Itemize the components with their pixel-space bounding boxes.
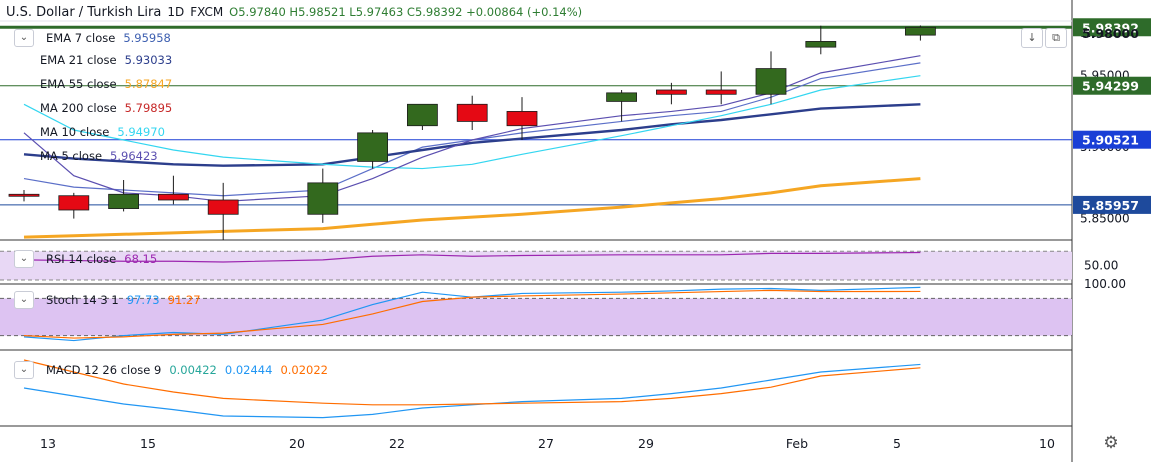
candle-body [207,199,239,215]
legend-value: 5.94970 [117,125,165,139]
stoch-tick-label: 100.00 [1084,277,1126,291]
stoch-label: Stoch 14 3 1 [46,293,119,307]
rsi-label: RSI 14 close [46,252,117,266]
macd-label: MACD 12 26 close 9 [46,363,162,377]
maximize-icon[interactable]: ⧉ [1045,28,1067,48]
ohlc-values: O5.97840 H5.98521 L5.97463 C5.98392 +0.0… [229,5,583,19]
legend-label: EMA 21 close [40,53,117,67]
legend-value: 5.96423 [110,149,158,163]
rsi-line [23,251,921,263]
candle-body [357,132,389,162]
candle-body [656,89,687,95]
candle-body [456,103,488,122]
interval-label[interactable]: 1D [167,5,185,19]
rsi-legend: ⌄ RSI 14 close 68.15 [14,250,157,268]
macd-line-value: 0.02444 [224,363,273,377]
price-label: 5.98000 [1082,26,1139,41]
source-label: FXCM [190,5,224,19]
stoch-band [0,298,1072,336]
time-axis-label: 5 [893,436,901,451]
time-axis-label: 15 [140,436,156,451]
price-tick-label: 5.85000 [1080,212,1130,226]
ma-line [23,55,921,203]
candle-body [58,195,90,211]
price-label: 5.98392 [1082,20,1139,35]
time-axis-label: Feb [786,436,808,451]
price-label: 5.85957 [1082,198,1139,213]
legend-row: ⌄ EMA 7 close 5.95958 [14,29,171,47]
stoch-k-line [23,286,921,342]
legend-label: MA 200 close [40,101,117,115]
stoch-d-value: 91.27 [167,293,201,307]
chevron-down-icon[interactable]: ⌄ [14,361,34,379]
price-label: 5.90521 [1082,133,1139,148]
legend-value: 5.87847 [124,77,173,91]
legend-label: EMA 55 close [40,77,117,91]
stoch-legend: ⌄ Stoch 14 3 1 97.73 91.27 [14,291,201,309]
macd-legend: ⌄ MACD 12 26 close 9 0.00422 0.02444 0.0… [14,361,328,379]
time-axis-label: 22 [389,436,405,451]
time-axis-label: 20 [289,436,305,451]
price-label-bg [1073,130,1151,149]
candle-body [506,111,538,127]
legend-value: 5.93033 [124,53,173,67]
stoch-d-line [23,289,921,339]
legend-row: EMA 55 close 5.87847 [40,77,172,91]
legend-label: MA 5 close [40,149,103,163]
time-axis-label: 10 [1039,436,1055,451]
macd-signal-value: 0.02022 [280,363,328,377]
time-axis-label: 29 [638,436,654,451]
price-label-bg [1073,18,1151,37]
rsi-tick-label: 50.00 [1084,259,1118,273]
legend-row: EMA 21 close 5.93033 [40,53,172,67]
candle-body [705,89,737,95]
legend-label: EMA 7 close [46,31,116,45]
legend-value: 5.79895 [124,101,173,115]
candle-body [108,193,139,209]
rsi-value: 68.15 [124,252,158,266]
ma-line [23,177,921,239]
legend-value: 5.95958 [123,31,171,45]
ma-line [23,75,921,170]
candle-body [755,68,787,95]
symbol-header: U.S. Dollar / Turkish Lira 1D FXCM O5.97… [6,5,582,25]
ma-line [23,62,921,197]
legend-label: MA 10 close [40,125,110,139]
price-label-bg [1073,195,1151,214]
macd-line [23,363,921,419]
time-axis-label: 13 [40,436,56,451]
candle-body [606,92,637,102]
legend-row: MA 10 close 5.94970 [40,125,165,139]
candle-body [307,182,339,215]
candle-body [157,193,189,201]
time-axis-label: 27 [538,436,554,451]
legend-row: MA 5 close 5.96423 [40,149,158,163]
price-label: 5.94299 [1082,79,1139,94]
candle-body [905,26,936,36]
macd-hist-value: 0.00422 [169,363,217,377]
arrow-down-icon[interactable]: ↓ [1021,28,1043,48]
candle-body [8,193,40,197]
price-label-bg [1073,76,1151,95]
candle-body [406,103,438,127]
stoch-k-value: 97.73 [126,293,160,307]
legend-row: MA 200 close 5.79895 [40,101,172,115]
chevron-down-icon[interactable]: ⌄ [14,291,34,309]
chevron-down-icon[interactable]: ⌄ [14,29,34,47]
ma-line [23,103,921,167]
symbol-name[interactable]: U.S. Dollar / Turkish Lira [6,5,162,20]
gear-icon[interactable]: ⚙ [1103,433,1119,453]
macd-signal-line [23,359,921,406]
chevron-down-icon[interactable]: ⌄ [14,250,34,268]
candle-body [805,41,837,48]
